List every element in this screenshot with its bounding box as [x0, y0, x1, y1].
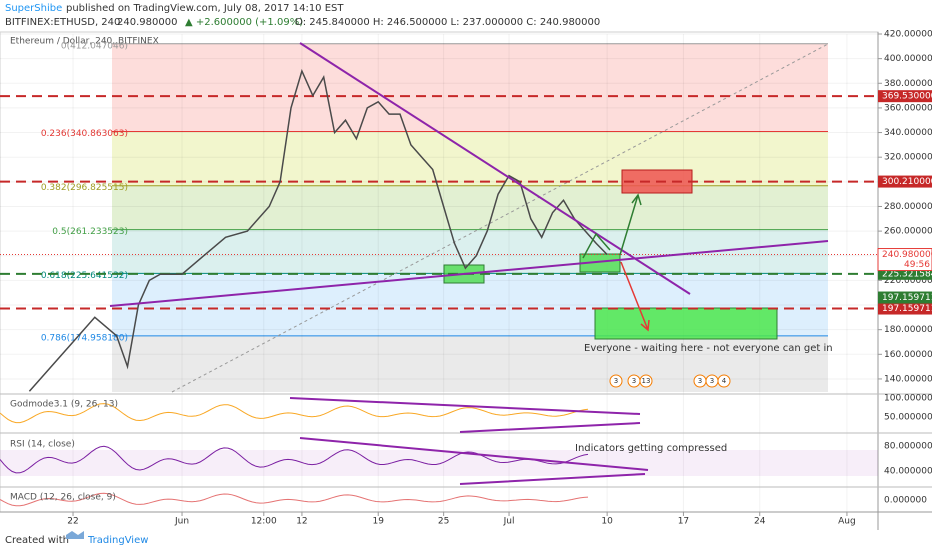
event-label: 3	[698, 377, 702, 385]
price-tag-label: 197.159711	[882, 293, 932, 303]
fib-band	[112, 43, 828, 132]
price-tag-label: 300.210000	[882, 177, 932, 187]
published: published on TradingView.com, July 08, 2…	[66, 3, 344, 14]
event-label: 4	[722, 377, 727, 385]
y-tick-label: 180.000000	[884, 325, 932, 335]
y-tick-label: 280.000000	[884, 202, 932, 212]
indicator-tick: 0.000000	[884, 496, 927, 506]
arrow	[620, 261, 650, 332]
price-line-series	[28, 68, 608, 392]
price-tag-label: 197.159711	[882, 304, 932, 314]
indicator-line	[0, 492, 589, 507]
event-badge	[609, 374, 623, 388]
y-tick-label: 260.000000	[884, 227, 932, 237]
fib-label: 0.236(340.863063)	[41, 129, 128, 139]
event-label: 3	[710, 377, 714, 385]
symbol: BITFINEX:ETHUSD, 240	[5, 17, 120, 28]
footer-created: Created with	[5, 535, 69, 546]
x-tick-label: 25	[438, 517, 449, 527]
last-price-label: 240.980000	[882, 250, 932, 260]
price-tag	[878, 302, 932, 315]
annotation: Indicators getting compressed	[575, 443, 727, 454]
footer-brand[interactable]: TradingView	[87, 535, 148, 546]
indicator-title: Godmode3.1 (9, 26, 13)	[10, 400, 118, 410]
x-tick-label: Aug	[838, 517, 856, 527]
price-tag-label: 225.321584	[882, 269, 932, 279]
x-tick-label: 12:00	[251, 517, 277, 527]
indicator-title: MACD (12, 26, close, 9)	[10, 493, 116, 503]
y-tick-label: 320.000000	[884, 153, 932, 163]
arrow	[619, 193, 642, 256]
y-tick-label: 380.000000	[884, 79, 932, 89]
pane-title: Ethereum / Dollar, 240, BITFINEX	[10, 37, 159, 47]
indicator-title: RSI (14, close)	[10, 440, 75, 450]
x-tick-label: Jul	[503, 517, 515, 527]
y-tick-label: 140.000000	[884, 374, 932, 384]
indicator-tick: 100.000000	[884, 394, 932, 404]
price-tag	[878, 175, 932, 188]
indicator-tick: 40.000000	[884, 467, 932, 477]
trend-line	[299, 42, 691, 295]
indicator-tick: 50.000000	[884, 413, 932, 423]
event-badge	[717, 374, 731, 388]
rsi-band	[0, 450, 878, 476]
x-tick-label: 17	[678, 517, 689, 527]
last-price-tag	[877, 248, 932, 272]
event-label: 13	[642, 377, 651, 385]
y-tick-label: 420.000000	[884, 30, 932, 40]
x-tick-label: 10	[601, 517, 613, 527]
indicator-tick: 80.000000	[884, 442, 932, 452]
y-tick-label: 400.000000	[884, 54, 932, 64]
fib-band	[112, 131, 828, 186]
x-tick-label: 24	[754, 517, 766, 527]
x-tick-label: 22	[67, 517, 78, 527]
price-tag	[878, 291, 932, 304]
fib-label: 0.5(261.233523)	[52, 227, 128, 237]
y-tick-label: 340.000000	[884, 128, 932, 138]
logo	[66, 531, 84, 539]
price-tag	[878, 90, 932, 103]
event-label: 3	[614, 377, 618, 385]
change: ▲ +2.600000 (+1.09%)	[185, 17, 303, 28]
trend-line	[109, 240, 829, 307]
fib-label: 0.618(225.641532)	[41, 271, 128, 281]
event-label: 3	[632, 377, 636, 385]
x-tick-label: 12	[296, 517, 307, 527]
fib-label: 0.382(296.825515)	[41, 183, 128, 193]
x-tick-label: Jun	[174, 517, 189, 527]
compression-lines	[289, 397, 649, 485]
publisher[interactable]: SuperShibe	[5, 3, 62, 14]
projection	[582, 232, 611, 259]
fib-label: 0(412.047046)	[61, 41, 128, 51]
fib-label: 0.786(174.958180)	[41, 333, 128, 343]
indicator-line	[0, 445, 589, 474]
event-badge	[639, 374, 653, 388]
indicator-line	[0, 403, 589, 424]
wait-box	[594, 307, 778, 340]
y-tick-label: 360.000000	[884, 103, 932, 113]
x-tick-label: 19	[373, 517, 385, 527]
price-tag-label: 369.530000	[882, 92, 932, 102]
last: 240.980000	[117, 17, 177, 28]
fib-diagonal	[171, 43, 829, 393]
y-tick-label: 160.000000	[884, 350, 932, 360]
countdown: 49:56	[904, 260, 930, 270]
fib-band	[112, 185, 828, 230]
annotation: Everyone - waiting here - not everyone c…	[584, 343, 833, 354]
y-tick-label: 220.000000	[884, 276, 932, 286]
ohlc: O: 245.840000 H: 246.500000 L: 237.00000…	[295, 17, 600, 28]
